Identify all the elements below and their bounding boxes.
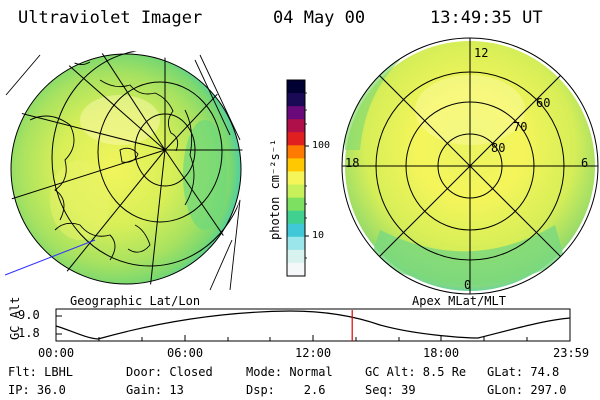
- timeline-xtick-2359: 23:59: [553, 346, 590, 360]
- colorbar-stripe: [287, 171, 305, 186]
- mlt-label-6: 6: [581, 156, 589, 170]
- timeline-xtick-1200: 12:00: [295, 346, 332, 360]
- colorbar-stripe: [287, 132, 305, 146]
- colorbar-tick-100: 100: [312, 140, 331, 151]
- colorbar-stripe: [287, 236, 305, 251]
- timeline-ytick-max: 9.0: [18, 308, 40, 322]
- mode-info: Mode: Normal: [246, 365, 333, 379]
- timeline-xtick-0600: 06:00: [167, 346, 204, 360]
- mlat-label-70: 70: [513, 120, 528, 134]
- colorbar-stripe: [287, 106, 305, 120]
- right-map-caption: Apex MLat/MLT: [412, 294, 506, 308]
- mlt-label-0: 0: [464, 278, 472, 292]
- colorbar-stripe: [287, 184, 305, 199]
- colorbar-stripe: [287, 119, 305, 133]
- timeline-xtick-0000: 00:00: [38, 346, 75, 360]
- colorbar-stripe: [287, 223, 305, 238]
- gc-alt-info: GC Alt: 8.5 Re: [365, 365, 467, 379]
- timeline-ytick-min: 1.8: [18, 326, 40, 340]
- colorbar-stripe: [287, 249, 305, 264]
- colorbar-stripe: [287, 158, 305, 172]
- colorbar-stripe: [287, 197, 305, 212]
- terminator-line: [4, 239, 96, 276]
- timeline-xtick-1800: 18:00: [423, 346, 460, 360]
- observation-time: 13:49:35 UT: [430, 8, 543, 28]
- gain-info: Gain: 13: [126, 383, 184, 397]
- colorbar-stripe: [287, 262, 305, 277]
- dsp-info: Dsp: 2.6: [246, 383, 326, 397]
- altitude-timeline: [55, 308, 571, 342]
- door-info: Door: Closed: [126, 365, 213, 379]
- filter-info: Flt: LBHL: [8, 365, 74, 379]
- colorbar-stripe: [287, 80, 305, 94]
- mlt-label-12: 12: [474, 46, 489, 60]
- mlat-label-80: 80: [491, 141, 506, 155]
- left-map-caption: Geographic Lat/Lon: [70, 294, 201, 308]
- colorbar-label: photon cm⁻²s⁻¹: [268, 138, 282, 240]
- mlat-label-60: 60: [536, 96, 551, 110]
- colorbar-stripes: [287, 80, 305, 277]
- mlt-label-18: 18: [345, 156, 360, 170]
- glat-info: GLat: 74.8: [487, 365, 560, 379]
- seq-info: Seq: 39: [365, 383, 416, 397]
- apex-polar-map: [341, 37, 599, 295]
- observation-date: 04 May 00: [273, 8, 366, 28]
- geographic-map: [4, 51, 244, 291]
- colorbar-stripe: [287, 145, 305, 159]
- ip-info: IP: 36.0: [8, 383, 66, 397]
- altitude-curve: [55, 310, 571, 340]
- glon-info: GLon: 297.0: [487, 383, 567, 397]
- instrument-title: Ultraviolet Imager: [18, 8, 203, 28]
- colorbar-stripe: [287, 93, 305, 107]
- colorbar-tick-10: 10: [312, 230, 325, 241]
- colorbar-stripe: [287, 210, 305, 225]
- colorbar: [286, 79, 309, 277]
